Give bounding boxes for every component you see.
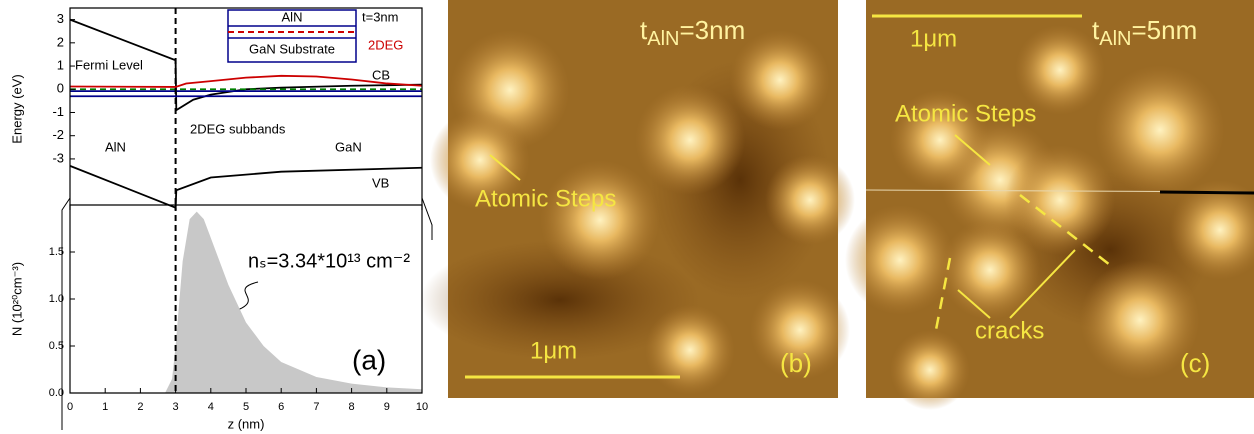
- x-tick-label: 9: [384, 401, 390, 413]
- x-tick-label: 10: [416, 401, 428, 413]
- x-tick-label: 0: [67, 401, 73, 413]
- y-tick-label: 1.5: [49, 246, 64, 258]
- inset-label: t=3nm: [362, 9, 399, 24]
- y-tick-label: 0: [57, 81, 64, 96]
- panel-label: (c): [1180, 348, 1210, 378]
- annotation: CB: [372, 67, 390, 82]
- annotation: Fermi Level: [75, 57, 143, 72]
- feature-label: Atomic Steps: [895, 100, 1036, 127]
- annotation: GaN: [335, 139, 362, 154]
- x-tick-label: 5: [243, 401, 249, 413]
- defect-label: cracks: [975, 317, 1044, 344]
- data-line: [70, 166, 422, 208]
- x-axis-label: z (nm): [228, 416, 265, 431]
- inset: AlN GaN Substrate t=3nm 2DEG: [228, 9, 403, 62]
- x-tick-label: 1: [102, 401, 108, 413]
- annotation: nₛ=3.34*10¹³ cm⁻²: [248, 250, 410, 272]
- annotation: (a): [352, 344, 386, 375]
- feature-label: Atomic Steps: [475, 185, 616, 212]
- panel-label: (b): [780, 348, 812, 378]
- inset-label: 2DEG: [368, 37, 403, 52]
- scale-label: 1μm: [530, 337, 577, 364]
- x-tick-label: 4: [208, 401, 214, 413]
- y-axis-label: N (10²⁰cm⁻³): [9, 262, 24, 336]
- y-tick-label: 3: [57, 11, 64, 26]
- y-tick-label: -1: [52, 104, 64, 119]
- y-tick-label: -3: [52, 150, 64, 165]
- y-tick-label: 1.0: [49, 293, 64, 305]
- x-tick-label: 3: [173, 401, 179, 413]
- y-tick-label: 1: [57, 57, 64, 72]
- bracket: [62, 198, 432, 430]
- x-tick-label: 2: [137, 401, 143, 413]
- annotation: AlN: [105, 139, 126, 154]
- inset-label: AlN: [282, 9, 303, 24]
- y-axis-label: Energy (eV): [9, 74, 24, 143]
- scale-label: 1μm: [910, 25, 957, 52]
- inset-label: GaN Substrate: [249, 41, 335, 56]
- x-tick-label: 8: [349, 401, 355, 413]
- annotation: 2DEG subbands: [190, 121, 286, 136]
- y-tick-label: 0.0: [49, 387, 64, 399]
- x-tick-label: 6: [278, 401, 284, 413]
- annotation: VB: [372, 175, 389, 190]
- y-tick-label: 0.5: [49, 340, 64, 352]
- figure: tAlN=3nm Atomic Steps 1μm (b) tAlN=5nm 1…: [0, 0, 1254, 434]
- y-tick-label: 2: [57, 34, 64, 49]
- y-tick-label: -2: [52, 127, 64, 142]
- x-tick-label: 7: [313, 401, 319, 413]
